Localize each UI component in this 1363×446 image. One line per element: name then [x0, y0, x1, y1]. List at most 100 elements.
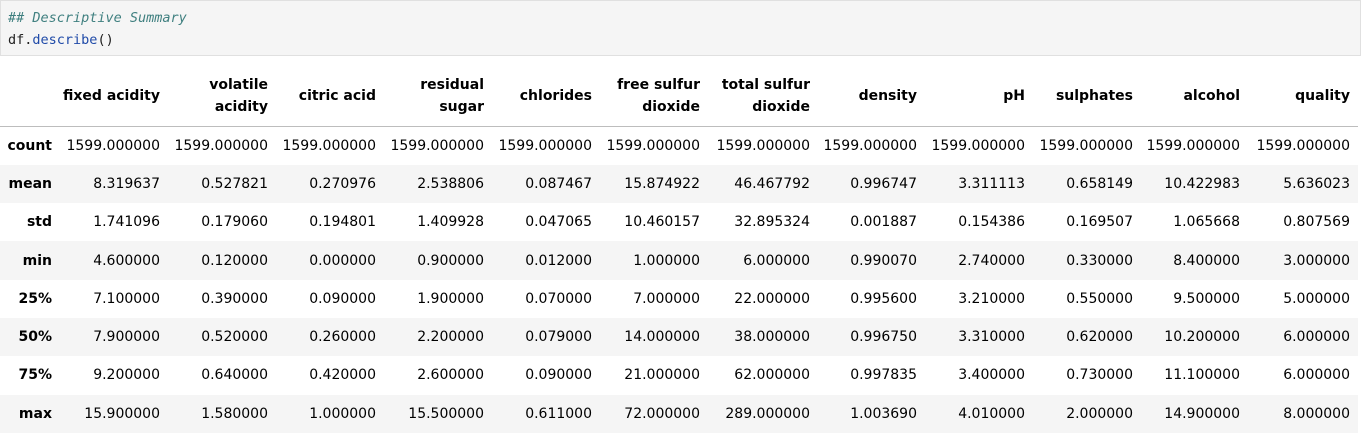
table-cell: 0.169507: [1066, 214, 1133, 231]
column-header: total sulfur dioxide: [708, 66, 818, 127]
table-row: 75% 9.200000 0.640000 0.420000 2.600000 0.090…: [0, 356, 1358, 394]
table-cell: 4.010000: [958, 405, 1025, 422]
table-cell: 0.070000: [525, 290, 592, 307]
describe-table: fixed acidity volatile acidity citric acid…: [0, 66, 1358, 433]
column-header: chlorides: [492, 66, 600, 127]
index-header-corner: [0, 66, 60, 127]
table-row: mean 8.319637 0.527821 0.270976 2.538806 0.08…: [0, 164, 1358, 204]
table-cell: 0.995600: [850, 290, 917, 307]
table-cell: 0.390000: [201, 290, 268, 307]
table-cell: 1.741096: [93, 214, 160, 231]
table-cell: 0.194801: [309, 214, 376, 231]
table-cell: 2.740000: [958, 252, 1025, 269]
table-cell: 8.400000: [1173, 252, 1240, 269]
table-cell: 10.200000: [1164, 329, 1240, 346]
row-index-label: count: [7, 137, 52, 154]
table-cell: 6.000000: [1283, 329, 1350, 346]
table-cell: 1.065668: [1173, 214, 1240, 231]
table-cell: 0.620000: [1066, 329, 1133, 346]
code-dot-operator: .: [24, 32, 33, 48]
table-cell: 0.658149: [1066, 175, 1133, 192]
table-cell: 46.467792: [734, 175, 810, 192]
table-cell: 6.000000: [743, 252, 810, 269]
table-cell: 0.996747: [850, 175, 917, 192]
table-cell: 0.270976: [309, 175, 376, 192]
column-header: fixed acidity: [60, 66, 168, 127]
code-cell-input[interactable]: ## Descriptive Summary df.describe(): [0, 0, 1361, 56]
table-cell: 7.100000: [93, 290, 160, 307]
table-cell: 15.500000: [408, 405, 484, 422]
table-cell: 1599.000000: [282, 137, 376, 154]
table-cell: 0.179060: [201, 214, 268, 231]
table-cell: 0.000000: [309, 252, 376, 269]
table-cell: 0.154386: [958, 214, 1025, 231]
table-cell: 0.807569: [1283, 214, 1350, 231]
column-header: sulphates: [1033, 66, 1141, 127]
table-row: std 1.741096 0.179060 0.194801 1.409928 0.047…: [0, 203, 1358, 241]
table-cell: 38.000000: [734, 329, 810, 346]
table-cell: 0.090000: [525, 367, 592, 384]
table-cell: 3.000000: [1283, 252, 1350, 269]
table-cell: 1.000000: [309, 405, 376, 422]
table-cell: 0.997835: [850, 367, 917, 384]
row-index-label: std: [26, 214, 52, 231]
table-cell: 0.996750: [850, 329, 917, 346]
table-cell: 15.874922: [624, 175, 700, 192]
table-cell: 1599.000000: [716, 137, 810, 154]
code-line-comment: ## Descriptive Summary: [8, 7, 1360, 29]
column-header: volatile acidity: [168, 66, 276, 127]
column-header: free sulfur dioxide: [600, 66, 708, 127]
table-cell: 0.090000: [309, 290, 376, 307]
table-row: max 15.900000 1.580000 1.000000 15.500000 0.6…: [0, 394, 1358, 433]
code-call-parens: (): [97, 32, 114, 48]
table-cell: 3.400000: [958, 367, 1025, 384]
cell-output: fixed acidity volatile acidity citric acid…: [0, 66, 1363, 433]
column-header: pH: [925, 66, 1033, 127]
column-header: residual sugar: [384, 66, 492, 127]
row-index-label: 25%: [18, 290, 52, 307]
table-row: min 4.600000 0.120000 0.000000 0.900000 0.012…: [0, 241, 1358, 280]
table-cell: 10.422983: [1164, 175, 1240, 192]
table-cell: 14.900000: [1164, 405, 1240, 422]
table-cell: 0.640000: [201, 367, 268, 384]
column-header: alcohol: [1141, 66, 1248, 127]
table-cell: 1.580000: [201, 405, 268, 422]
column-header: citric acid: [276, 66, 384, 127]
table-cell: 1599.000000: [823, 137, 917, 154]
table-cell: 9.500000: [1173, 290, 1240, 307]
table-cell: 0.550000: [1066, 290, 1133, 307]
table-cell: 1599.000000: [606, 137, 700, 154]
table-cell: 0.012000: [525, 252, 592, 269]
table-cell: 3.210000: [958, 290, 1025, 307]
row-index-label: max: [18, 405, 52, 422]
table-row: 25% 7.100000 0.390000 0.090000 1.900000 0.070…: [0, 280, 1358, 318]
table-cell: 62.000000: [734, 367, 810, 384]
table-cell: 0.520000: [201, 329, 268, 346]
row-index-label: 50%: [18, 329, 52, 346]
column-header: density: [818, 66, 925, 127]
table-cell: 4.600000: [93, 252, 160, 269]
table-cell: 3.311113: [958, 175, 1025, 192]
table-cell: 10.460157: [624, 214, 700, 231]
table-cell: 1.900000: [417, 290, 484, 307]
table-cell: 21.000000: [624, 367, 700, 384]
table-cell: 1599.000000: [1146, 137, 1240, 154]
table-cell: 2.538806: [417, 175, 484, 192]
table-cell: 5.000000: [1283, 290, 1350, 307]
table-cell: 1599.000000: [1256, 137, 1350, 154]
table-cell: 0.120000: [201, 252, 268, 269]
table-cell: 0.611000: [525, 405, 592, 422]
code-line-describe: df.describe(): [8, 29, 1360, 51]
code-object-name: df: [8, 32, 25, 48]
table-cell: 289.000000: [725, 405, 810, 422]
code-method-name: describe: [32, 32, 98, 48]
row-index-label: mean: [8, 175, 53, 192]
table-cell: 22.000000: [734, 290, 810, 307]
table-cell: 1599.000000: [498, 137, 592, 154]
table-cell: 8.000000: [1283, 405, 1350, 422]
table-cell: 0.330000: [1066, 252, 1133, 269]
row-index-label: 75%: [18, 367, 52, 384]
table-cell: 2.000000: [1066, 405, 1133, 422]
table-cell: 0.730000: [1066, 367, 1133, 384]
table-cell: 1599.000000: [931, 137, 1025, 154]
